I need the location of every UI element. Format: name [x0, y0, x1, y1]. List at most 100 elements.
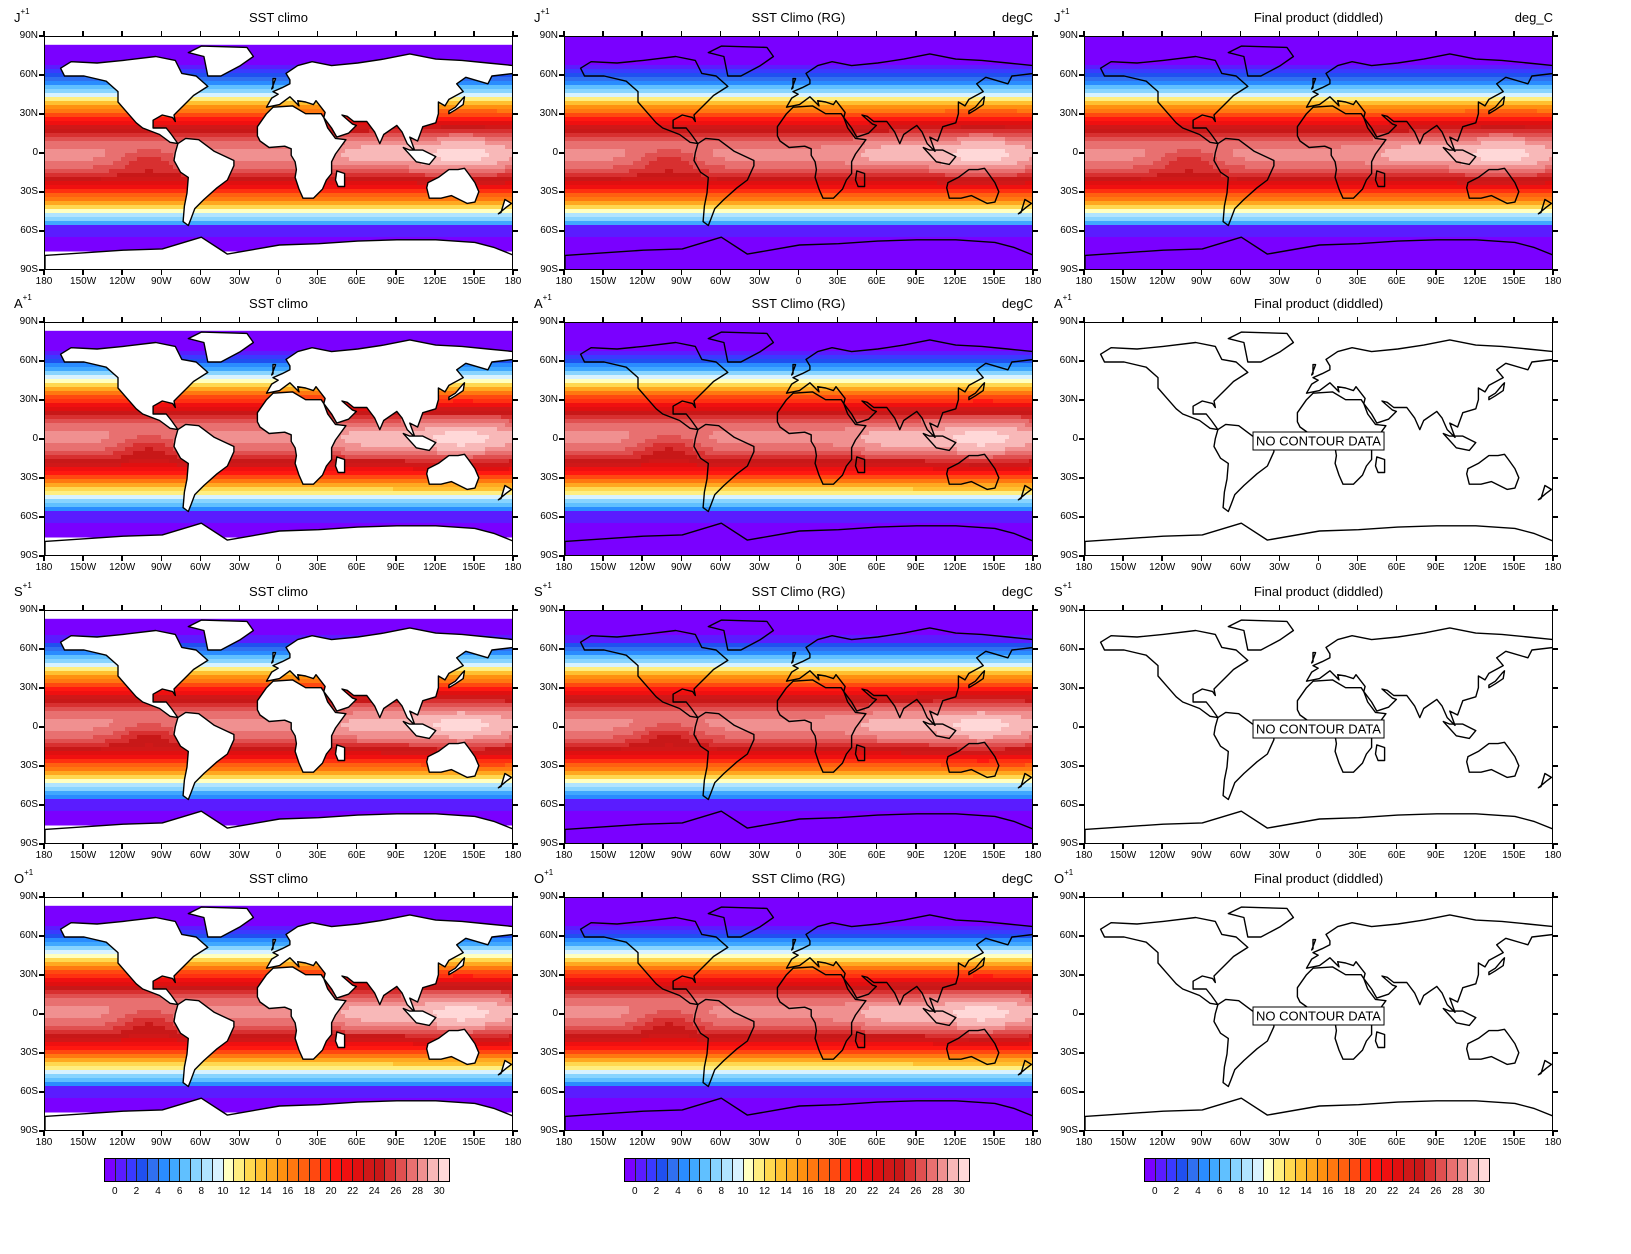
lat-tick-mark [1033, 765, 1038, 767]
lon-tick-mark [915, 31, 917, 36]
lon-tick-label: 30E [820, 1137, 856, 1148]
lon-tick-mark [1513, 317, 1515, 322]
lat-tick-label: 90N [1048, 316, 1078, 327]
colorbar-label: 8 [711, 1186, 731, 1197]
lat-tick-label: 60S [8, 511, 38, 522]
landmass-8 [1489, 671, 1505, 688]
lon-tick-mark [434, 605, 436, 610]
lat-tick-mark [513, 113, 518, 115]
lat-tick-label: 0 [528, 147, 558, 158]
lat-tick-mark [1033, 935, 1038, 937]
lat-tick-mark [39, 477, 44, 479]
colorbar-swatches [624, 1158, 970, 1182]
lon-tick-label: 0 [1301, 850, 1337, 861]
colorbar-swatch [396, 1159, 407, 1181]
lat-tick-label: 30S [8, 472, 38, 483]
lat-tick-label: 30S [528, 186, 558, 197]
lon-tick-mark [43, 1131, 45, 1136]
lon-tick-mark [161, 31, 163, 36]
lat-tick-label: 60N [528, 355, 558, 366]
lon-tick-label: 120E [1457, 276, 1493, 287]
lat-tick-label: 60N [528, 69, 558, 80]
month-superscript: +1 [543, 293, 552, 302]
lat-tick-mark [39, 360, 44, 362]
lon-tick-label: 30W [221, 562, 257, 573]
colorbar-swatch [938, 1159, 949, 1181]
lat-tick-label: 90N [8, 30, 38, 41]
lon-tick-label: 0 [1301, 562, 1337, 573]
landmass-6 [1085, 1098, 1553, 1131]
lon-tick-mark [200, 317, 202, 322]
lon-tick-label: 30E [820, 276, 856, 287]
colorbar-swatch [1296, 1159, 1307, 1181]
month-letter: S [1054, 584, 1063, 599]
lon-tick-mark [1318, 892, 1320, 897]
lat-tick-label: 90S [1048, 1125, 1078, 1136]
lon-tick-mark [1201, 844, 1203, 849]
lat-tick-label: 0 [1048, 1008, 1078, 1019]
colorbar-label: 26 [386, 1186, 406, 1197]
lat-tick-mark [513, 765, 518, 767]
lon-tick-mark [837, 844, 839, 849]
lon-tick-label: 150W [585, 850, 621, 861]
lon-tick-mark [915, 892, 917, 897]
lat-tick-mark [1079, 191, 1084, 193]
landmass-10 [1312, 653, 1316, 663]
lat-tick-mark [1079, 516, 1084, 518]
lon-tick-label: 120W [104, 562, 140, 573]
lat-tick-label: 30S [1048, 472, 1078, 483]
lat-tick-mark [513, 648, 518, 650]
lon-tick-label: 150E [976, 850, 1012, 861]
panel-units: degC [973, 871, 1033, 886]
colorbar-swatch [690, 1159, 701, 1181]
month-label: O+1 [534, 871, 553, 886]
lat-tick-label: 60S [528, 511, 558, 522]
lat-tick-label: 60S [1048, 799, 1078, 810]
lon-tick-mark [1083, 892, 1085, 897]
lat-tick-mark [1553, 555, 1558, 557]
lon-tick-label: 30E [1340, 562, 1376, 573]
colorbar-label: 24 [884, 1186, 904, 1197]
map-svg [565, 323, 1033, 556]
panel-title: SST climo [249, 584, 308, 599]
lon-tick-label: 0 [781, 850, 817, 861]
lon-tick-mark [278, 1131, 280, 1136]
lat-tick-mark [1033, 1091, 1038, 1093]
lon-tick-mark [512, 605, 514, 610]
lat-tick-mark [559, 648, 564, 650]
lon-tick-label: 180 [495, 1137, 531, 1148]
lat-tick-mark [39, 1052, 44, 1054]
lon-tick-label: 90E [378, 276, 414, 287]
lon-tick-mark [356, 1131, 358, 1136]
colorbar-label: 12 [1275, 1186, 1295, 1197]
lon-tick-mark [1201, 1131, 1203, 1136]
lat-tick-mark [1553, 1052, 1558, 1054]
colorbar-label: 26 [1426, 1186, 1446, 1197]
lon-tick-label: 150W [1105, 1137, 1141, 1148]
map-plot [44, 36, 513, 270]
lon-tick-mark [82, 270, 84, 275]
lon-tick-mark [915, 556, 917, 561]
lon-tick-mark [641, 605, 643, 610]
lat-tick-mark [1033, 648, 1038, 650]
colorbar-swatch [733, 1159, 744, 1181]
lon-tick-label: 120W [624, 850, 660, 861]
lon-tick-mark [317, 31, 319, 36]
lat-tick-mark [1079, 974, 1084, 976]
lon-tick-mark [1083, 31, 1085, 36]
colorbar-swatch [256, 1159, 267, 1181]
lat-tick-mark [513, 726, 518, 728]
lat-tick-label: 90N [1048, 30, 1078, 41]
lon-tick-label: 120E [937, 850, 973, 861]
colorbar-label: 4 [1188, 1186, 1208, 1197]
colorbar-swatch [428, 1159, 439, 1181]
colorbar-label: 14 [1296, 1186, 1316, 1197]
lat-tick-mark [559, 726, 564, 728]
lat-tick-label: 0 [1048, 433, 1078, 444]
lon-tick-mark [473, 892, 475, 897]
lon-tick-label: 0 [261, 562, 297, 573]
colorbar-swatch [159, 1159, 170, 1181]
lon-tick-mark [1161, 31, 1163, 36]
landmass-4 [1467, 742, 1519, 777]
lat-tick-mark [513, 1091, 518, 1093]
